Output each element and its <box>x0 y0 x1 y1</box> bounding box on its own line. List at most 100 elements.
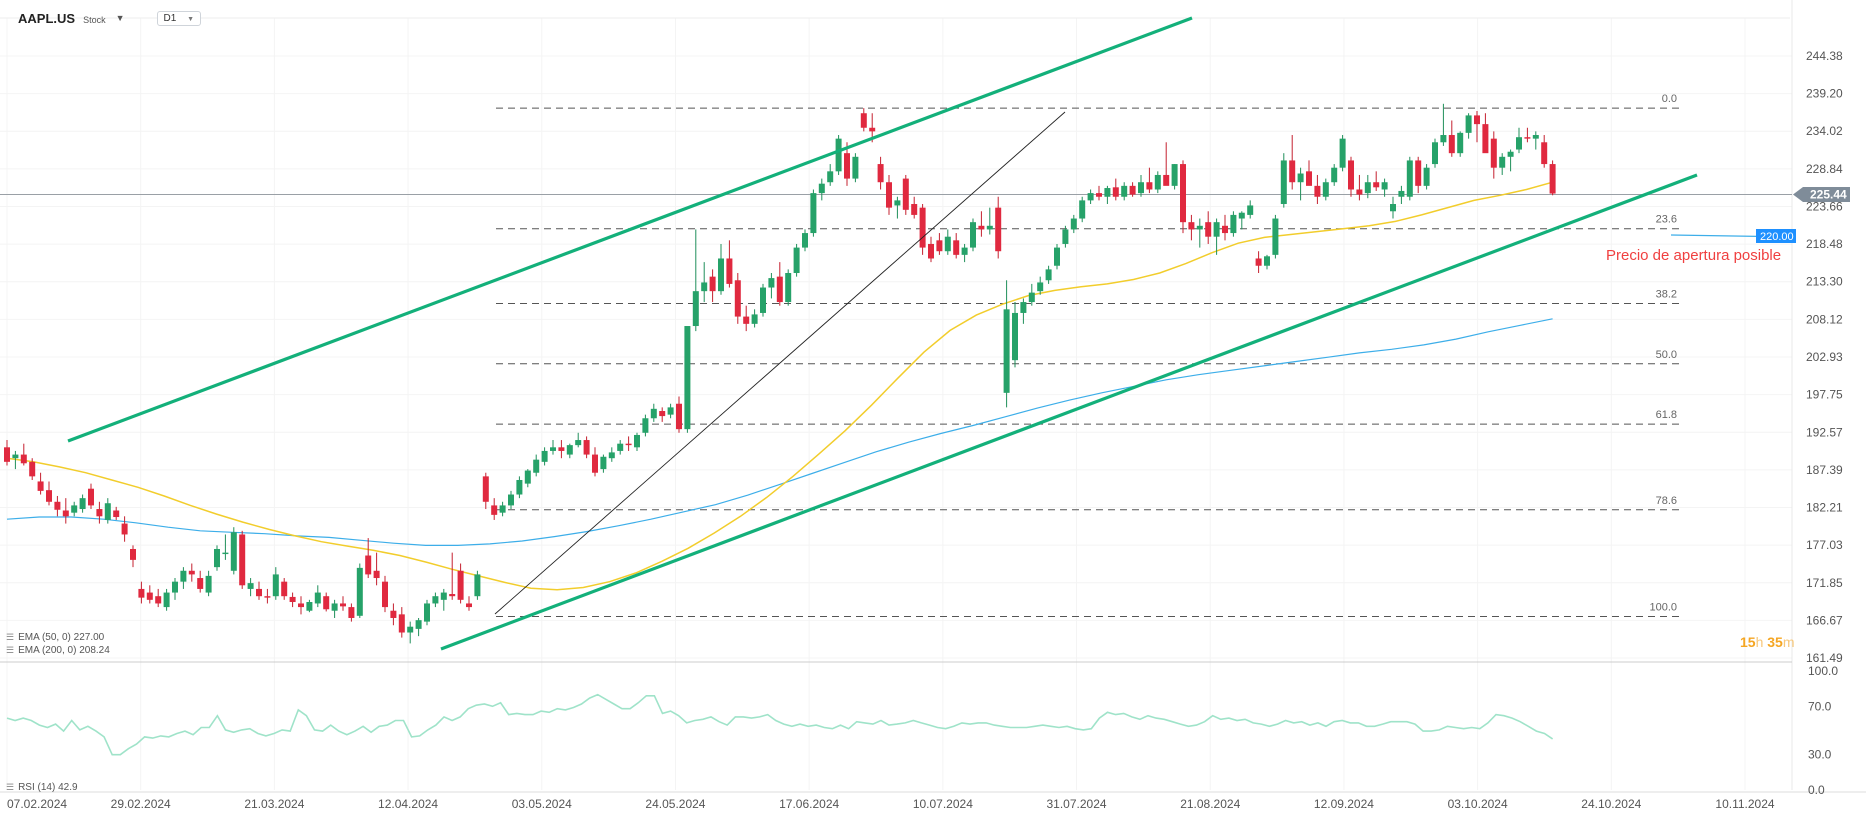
price-tick-label: 187.39 <box>1806 463 1843 477</box>
candle-body <box>575 440 582 446</box>
candle-body <box>457 570 464 600</box>
alert-line[interactable] <box>1670 234 1766 238</box>
timeframe-value: D1 <box>163 12 177 24</box>
price-tick-label: 234.02 <box>1806 124 1843 138</box>
symbol-label[interactable]: AAPL.US <box>18 10 76 26</box>
chevron-down-icon[interactable]: ▼ <box>115 13 125 23</box>
candle-body <box>1154 174 1161 190</box>
candle-body <box>768 278 775 288</box>
candle-body <box>415 620 422 629</box>
candle-body <box>894 200 901 206</box>
candle-body <box>852 156 859 179</box>
candle-body <box>558 447 565 451</box>
indicator-ema200[interactable]: ☰ EMA (200, 0) 208.24 <box>6 645 110 656</box>
candle-body <box>314 592 321 604</box>
candle-body <box>583 440 590 455</box>
candle-body <box>432 596 439 604</box>
timeframe-select[interactable]: D1 ▼ <box>156 10 202 26</box>
candle-body <box>1415 160 1422 186</box>
price-axis[interactable]: 244.38 239.20 234.02 228.84 223.66 218.48 213.… <box>1806 49 1843 665</box>
candle-body <box>566 445 573 455</box>
time-axis[interactable]: 07.02.2024 29.02.2024 21.03.2024 12.04.2024… <box>7 797 1775 811</box>
candle-body <box>524 470 531 484</box>
candle-body <box>1003 309 1010 393</box>
channel-lower-line[interactable] <box>440 173 1698 651</box>
indicator-rsi[interactable]: ☰ RSI (14) 42.9 <box>6 782 78 793</box>
candle-body <box>1037 282 1044 292</box>
candle-body <box>1171 164 1178 186</box>
fib-level-label: 23.6 <box>1656 214 1677 226</box>
candle-body <box>550 447 556 451</box>
candle-body <box>1381 182 1388 190</box>
indicator-ema50[interactable]: ☰ EMA (50, 0) 227.00 <box>6 632 104 643</box>
channel-upper-line[interactable] <box>67 16 1193 443</box>
candles-series <box>4 103 1556 644</box>
fib-level-label: 38.2 <box>1656 289 1677 301</box>
fib-drag-line[interactable] <box>494 111 1066 615</box>
candle-body <box>499 505 506 513</box>
candle-body <box>1112 187 1119 197</box>
chevron-down-icon: ▼ <box>187 15 195 23</box>
candle-body <box>1348 160 1354 190</box>
candle-body <box>121 523 128 535</box>
candle-body <box>1490 138 1497 168</box>
countdown-minutes-unit: m <box>1782 634 1795 650</box>
fibonacci-retracement[interactable]: 0.0 23.6 38.2 50.0 61.8 78.6 100.0 <box>496 93 1682 618</box>
candle-body <box>1280 160 1287 205</box>
candle-body <box>54 501 61 510</box>
candle-body <box>205 575 212 593</box>
candle-body <box>1272 218 1279 255</box>
rsi-axis[interactable]: 100.0 70.0 30.0 0.0 <box>1808 664 1838 797</box>
candle-body <box>474 574 481 597</box>
candle-body <box>835 138 842 172</box>
candle-body <box>104 503 111 520</box>
candle-body <box>1440 135 1447 143</box>
candle-body <box>323 596 330 610</box>
ema200-line <box>6 318 1553 547</box>
toolbar: AAPL.US Stock ▼ D1 ▼ <box>18 8 202 28</box>
candle-body <box>1070 218 1077 230</box>
menu-icon[interactable]: ☰ <box>6 632 15 642</box>
candle-body <box>407 626 414 633</box>
candle-body <box>356 567 363 616</box>
candle-body <box>608 452 615 459</box>
menu-icon[interactable]: ☰ <box>6 645 15 655</box>
fib-level-label: 61.8 <box>1656 409 1677 421</box>
candle-body <box>12 454 19 459</box>
candle-body <box>188 570 195 575</box>
candle-body <box>995 207 1002 252</box>
fib-level-label: 0.0 <box>1662 93 1677 105</box>
instrument-type-label: Stock <box>83 14 106 25</box>
candle-body <box>1180 164 1186 223</box>
candle-body <box>1331 167 1338 183</box>
candle-body <box>1297 173 1304 183</box>
candle-body <box>902 178 909 210</box>
price-tick-label: 197.75 <box>1806 388 1843 402</box>
candle-body <box>62 510 69 517</box>
candle-body <box>306 602 313 611</box>
candle-body <box>88 488 94 506</box>
candle-body <box>785 273 792 303</box>
candle-body <box>20 454 27 464</box>
candle-body <box>802 233 808 248</box>
alert-price-tag[interactable]: 220.00 <box>1756 229 1796 243</box>
candle-body <box>676 403 682 430</box>
candle-body <box>281 581 288 597</box>
rsi-tick-label: 100.0 <box>1808 664 1838 678</box>
fib-level-label: 100.0 <box>1649 602 1677 614</box>
candle-body <box>533 459 540 473</box>
candle-body <box>1028 292 1035 303</box>
candle-body <box>1306 171 1312 186</box>
candle-body <box>1289 160 1296 183</box>
candle-body <box>726 258 733 284</box>
candle-body <box>1524 137 1531 139</box>
fib-level-label: 78.6 <box>1656 495 1677 507</box>
candle-body <box>1222 225 1228 234</box>
candle-body <box>776 276 783 303</box>
candle-body <box>1020 302 1027 313</box>
candle-body <box>71 505 78 513</box>
candle-body <box>1087 193 1094 201</box>
candle-body <box>919 207 926 248</box>
menu-icon[interactable]: ☰ <box>6 782 15 792</box>
